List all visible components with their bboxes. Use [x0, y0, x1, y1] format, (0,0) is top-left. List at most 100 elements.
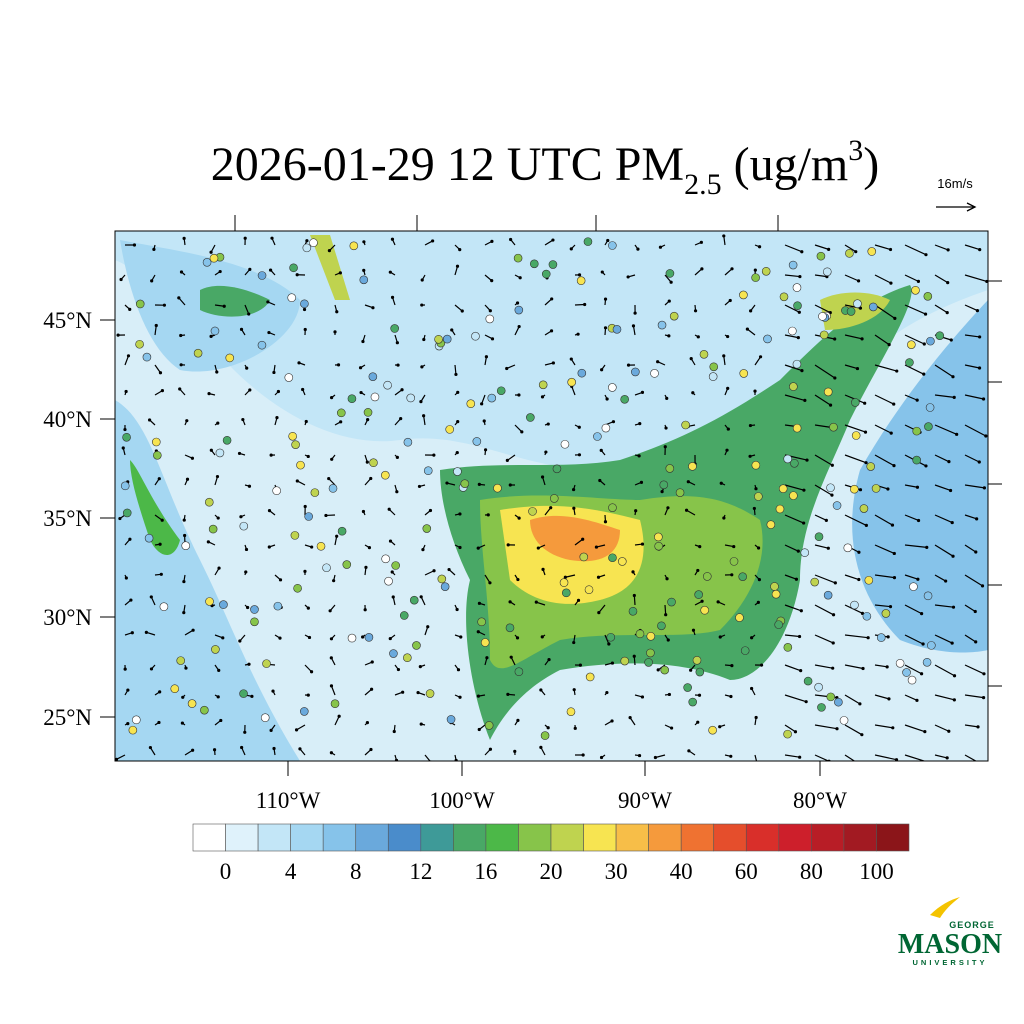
wind-arrow	[964, 574, 983, 587]
station-dot	[540, 731, 550, 740]
wind-arrow-head	[610, 719, 614, 723]
wind-arrow-head	[749, 309, 753, 313]
station-dot	[273, 601, 283, 611]
wind-arrow-head	[488, 747, 493, 751]
wind-arrow	[964, 454, 980, 463]
wind-arrow-head	[395, 455, 399, 459]
wind-arrow	[598, 604, 606, 614]
wind-arrow-head	[418, 665, 422, 669]
wind-arrow	[874, 364, 897, 372]
wind-arrow-head	[392, 729, 396, 734]
longitude-label: 80°W	[793, 788, 847, 813]
station-dot	[905, 358, 914, 367]
station-dot	[381, 470, 390, 480]
wind-arrow-head	[517, 324, 521, 329]
wind-arrow-head	[860, 337, 864, 341]
wind-arrow-head	[217, 668, 221, 673]
wind-arrow-head	[976, 725, 980, 729]
station-dot	[657, 320, 667, 330]
wind-arrow-head	[540, 475, 545, 479]
station-dot	[927, 641, 936, 650]
wind-arrow-head	[794, 577, 799, 581]
wind-arrow	[784, 754, 800, 758]
station-dot	[170, 684, 180, 694]
wind-arrow-head	[420, 303, 424, 307]
wind-arrow-head	[330, 457, 334, 461]
wind-arrow-head	[456, 420, 460, 424]
station-dot	[646, 631, 656, 641]
wind-arrow	[814, 604, 834, 616]
wind-arrow-head	[885, 665, 889, 669]
wind-arrow-head	[978, 247, 982, 252]
wind-arrow	[814, 244, 829, 250]
wind-arrow-head	[209, 250, 213, 254]
wind-arrow-head	[797, 310, 801, 314]
wind-arrow-head	[365, 460, 369, 464]
station-dot	[529, 259, 539, 269]
wind-arrow-head	[637, 454, 641, 458]
wind-arrow	[814, 484, 833, 496]
wind-arrow-head	[454, 758, 458, 761]
longitude-label: 90°W	[618, 788, 672, 813]
wind-arrow-head	[306, 693, 310, 697]
station-dot	[290, 531, 300, 540]
wind-arrow-head	[632, 654, 636, 658]
wind-arrow-head	[945, 756, 949, 760]
wind-arrow-head	[833, 581, 837, 585]
wind-arrow-head	[634, 509, 638, 513]
wind-arrow-head	[569, 247, 573, 251]
wind-arrow-head	[748, 454, 752, 458]
wind-arrow-head	[244, 547, 249, 552]
wind-arrow-head	[948, 488, 953, 493]
station-dot	[176, 656, 186, 665]
wind-arrow	[814, 664, 833, 669]
wind-arrow-head	[335, 534, 339, 538]
station-dot	[751, 460, 761, 470]
station-dot	[128, 725, 138, 735]
station-dot	[513, 253, 523, 263]
wind-arrow-head	[920, 612, 924, 616]
wind-arrow-head	[800, 250, 804, 254]
station-dot	[834, 697, 843, 707]
wind-arrow-head	[599, 448, 603, 452]
wind-arrow-head	[793, 730, 798, 734]
wind-arrow-head	[689, 668, 693, 672]
wind-arrow-head	[158, 542, 162, 546]
wind-arrow-head	[243, 730, 247, 734]
colorbar-label: 30	[605, 859, 628, 884]
wind-arrow-head	[750, 686, 754, 691]
wind-arrow	[874, 604, 891, 608]
station-dot	[209, 253, 219, 263]
wind-arrow-head	[541, 567, 545, 571]
station-dot	[560, 439, 570, 449]
wind-arrow-head	[916, 518, 921, 523]
wind-arrow-head	[126, 721, 130, 726]
station-dot	[608, 241, 617, 250]
station-dot	[853, 299, 862, 309]
wind-arrow-head	[636, 247, 640, 251]
wind-arrow-head	[394, 758, 399, 761]
station-dot	[871, 484, 881, 493]
colorbar-box	[290, 823, 324, 852]
station-dot	[460, 479, 470, 488]
wind-arrow-head	[247, 662, 251, 666]
wind-arrow-head	[309, 670, 314, 674]
wind-arrow-head	[243, 236, 247, 240]
wind-arrow	[874, 244, 891, 251]
wind-arrow-head	[157, 720, 161, 725]
wind-arrow-head	[892, 551, 896, 556]
wind-arrow-head	[306, 606, 310, 610]
colorbar-label: 12	[409, 859, 432, 884]
station-dot	[688, 462, 697, 471]
wind-arrow-head	[420, 278, 424, 282]
wind-arrow	[904, 664, 922, 675]
station-dot	[907, 340, 916, 349]
wind-arrow-head	[952, 674, 957, 678]
wind-arrow-head	[569, 357, 573, 361]
station-dot	[423, 466, 433, 476]
wind-arrow-head	[719, 481, 723, 485]
wind-arrow-head	[684, 508, 689, 512]
station-dot	[528, 507, 537, 516]
wind-arrow-head	[399, 417, 403, 421]
wind-arrow-head	[480, 402, 484, 406]
